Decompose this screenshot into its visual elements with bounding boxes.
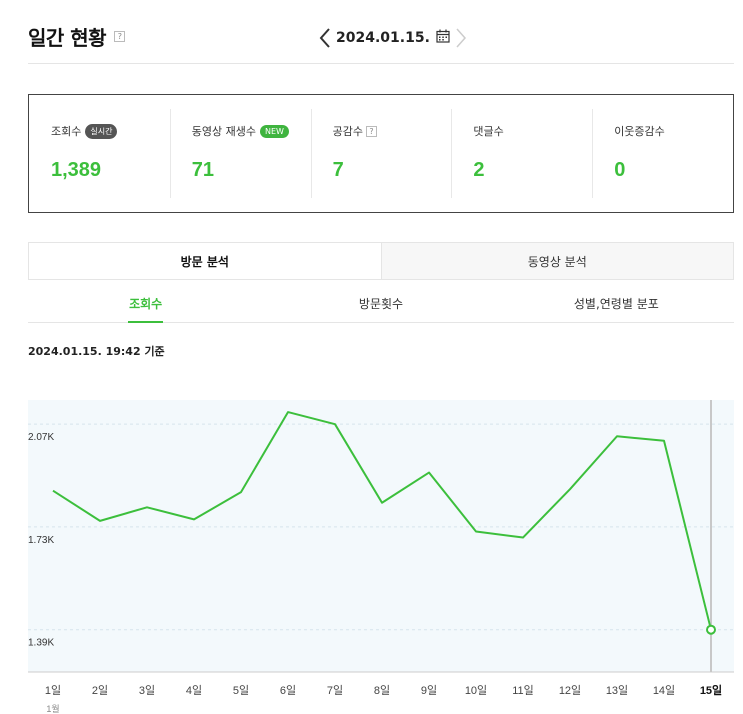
stat-video-plays: 동영상 재생수 NEW 71 [169, 95, 311, 212]
data-point [287, 411, 289, 413]
y-tick-label: 1.73K [28, 535, 54, 546]
chart-svg: 2.07K 1.73K 1.39K 1일 2일 3일 4일 5일 6일 7일 8일 9일 10일 11일 1… [28, 400, 734, 714]
tab-visit-analysis[interactable]: 방문 분석 [29, 243, 381, 279]
data-point [522, 537, 524, 539]
plot-area [28, 400, 734, 672]
stat-label: 이웃증감수 [614, 125, 665, 138]
stat-likes: 공감수 ? 7 [310, 95, 452, 212]
stats-summary: 조회수 실시간 1,389 동영상 재생수 NEW 71 공감수 ? 7 댓글수… [28, 94, 734, 213]
x-tick-label: 5일 [233, 683, 249, 697]
views-line-chart: 2.07K 1.73K 1.39K 1일 2일 3일 4일 5일 6일 7일 8일 9일 10일 11일 1… [0, 370, 743, 714]
stat-label: 공감수 [332, 125, 363, 138]
y-tick-label: 2.07K [28, 432, 54, 443]
stat-value: 0 [614, 159, 626, 181]
y-tick-label: 1.39K [28, 638, 54, 649]
data-point [193, 518, 195, 520]
data-point [569, 488, 571, 490]
stat-value: 71 [191, 159, 215, 181]
data-point [428, 472, 430, 474]
x-tick-label: 2일 [92, 683, 108, 697]
subtab-views[interactable]: 조회수 [28, 284, 263, 323]
help-icon[interactable]: ? [114, 31, 126, 42]
data-point [381, 502, 383, 504]
next-date-button[interactable] [450, 26, 472, 50]
series-line [52, 411, 712, 630]
realtime-badge: 실시간 [85, 123, 118, 139]
x-tick-label: 3일 [139, 683, 155, 697]
stat-views: 조회수 실시간 1,389 [29, 95, 170, 212]
page-header: 일간 현황? 2024.01.15. [28, 0, 734, 64]
x-tick-label: 8일 [374, 683, 390, 697]
x-tick-label: 4일 [186, 683, 202, 697]
stat-comments: 댓글수 2 [451, 95, 592, 212]
x-tick-label: 14일 [653, 683, 675, 697]
updated-timestamp: 2024.01.15. 19:42 기준 [28, 345, 165, 358]
metric-subtabs: 조회수 방문횟수 성별,연령별 분포 [28, 284, 734, 323]
x-tick-label: 13일 [606, 683, 628, 697]
analysis-tabs: 방문 분석 동영상 분석 [28, 242, 734, 280]
x-tick-label: 10일 [465, 683, 487, 697]
data-point [52, 490, 54, 492]
stat-neighbors-label-row: 이웃증감수 [614, 123, 665, 139]
stat-label: 동영상 재생수 [191, 125, 257, 138]
chevron-left-icon [319, 28, 330, 48]
subtab-visit-count[interactable]: 방문횟수 [358, 296, 404, 311]
stat-label: 댓글수 [473, 125, 504, 138]
data-point [240, 491, 242, 493]
calendar-icon[interactable] [436, 29, 450, 47]
stat-neighbors: 이웃증감수 0 [592, 95, 733, 212]
data-point [334, 423, 336, 425]
stat-value: 7 [332, 159, 344, 181]
data-point [146, 506, 148, 508]
stat-likes-label-row: 공감수 ? [333, 123, 377, 139]
x-tick-label: 11일 [512, 683, 534, 697]
new-badge: NEW [260, 124, 289, 138]
date-navigator: 2024.01.15. [314, 26, 472, 50]
data-point-highlight [706, 624, 716, 635]
chevron-right-icon [456, 28, 466, 48]
stat-comments-label-row: 댓글수 [473, 123, 503, 139]
tab-video-analysis[interactable]: 동영상 분석 [380, 243, 733, 279]
subtab-demographics[interactable]: 성별,연령별 분포 [573, 296, 659, 311]
data-point [663, 440, 665, 442]
stat-video-plays-label-row: 동영상 재생수 NEW [192, 123, 289, 139]
prev-date-button[interactable] [314, 26, 336, 50]
stat-views-label-row: 조회수 실시간 [51, 123, 118, 139]
data-point [475, 530, 477, 532]
page-title: 일간 현황? [28, 22, 126, 51]
data-point [99, 520, 101, 522]
stat-value: 1,389 [51, 159, 102, 181]
x-tick-label: 1일 [45, 683, 61, 697]
x-tick-label: 7일 [327, 683, 343, 697]
current-date: 2024.01.15. [336, 30, 430, 46]
help-icon[interactable]: ? [365, 125, 377, 137]
x-tick-label: 12일 [559, 683, 581, 697]
stat-label: 조회수 [51, 125, 82, 138]
page-title-text: 일간 현황 [28, 26, 107, 50]
x-month-label: 1월 [46, 703, 59, 714]
data-point [616, 435, 618, 437]
stat-value: 2 [473, 159, 485, 181]
x-tick-label: 9일 [421, 683, 437, 697]
x-tick-label: 6일 [280, 683, 296, 697]
x-tick-label: 15일 [700, 683, 722, 697]
